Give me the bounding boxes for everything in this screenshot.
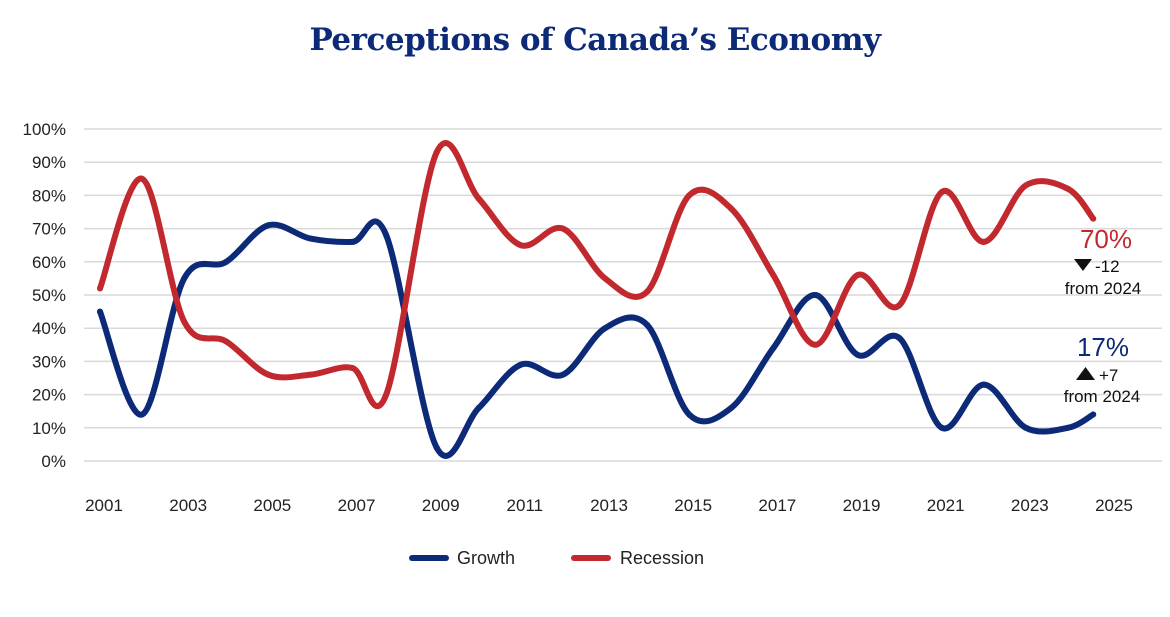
- growth-point: [1022, 424, 1029, 431]
- growth-point: [181, 275, 188, 282]
- recession-point: [602, 275, 608, 282]
- x-tick-label: 2009: [422, 496, 460, 515]
- growth-point: [139, 411, 146, 418]
- recession-point: [433, 149, 440, 156]
- y-tick-label: 90%: [32, 153, 66, 172]
- growth-point: [644, 321, 651, 328]
- growth-point: [728, 404, 735, 411]
- growth-point: [686, 411, 693, 418]
- recession-point: [475, 195, 482, 202]
- recession-point: [517, 242, 524, 249]
- y-tick-label: 0%: [41, 452, 66, 471]
- recession-line: [97, 140, 1097, 409]
- recession-point: [938, 189, 945, 196]
- legend-label-growth: Growth: [457, 548, 515, 568]
- recession-annotation-change: -12: [1095, 257, 1120, 276]
- x-tick-label: 2001: [85, 496, 123, 515]
- growth-point: [307, 235, 314, 242]
- growth-point: [854, 351, 861, 358]
- x-tick-label: 2003: [169, 496, 207, 515]
- recession-point: [97, 285, 103, 292]
- series-lines: [97, 140, 1097, 459]
- growth-point: [980, 381, 987, 388]
- recession-point: [728, 205, 735, 212]
- growth-point: [265, 222, 272, 229]
- x-tick-label: 2005: [253, 496, 291, 515]
- y-tick-label: 30%: [32, 352, 66, 371]
- legend: Growth Recession: [409, 548, 704, 568]
- recession-point: [139, 175, 146, 182]
- growth-point: [812, 292, 819, 298]
- growth-annotation-value: 17%: [1077, 332, 1129, 362]
- up-triangle-icon: [1076, 367, 1095, 380]
- y-tick-label: 20%: [32, 386, 66, 405]
- y-tick-label: 10%: [32, 419, 66, 438]
- y-tick-label: 70%: [32, 220, 66, 239]
- growth-point: [349, 238, 356, 245]
- growth-annotation-note: from 2024: [1064, 387, 1141, 406]
- recession-point: [1090, 215, 1097, 222]
- y-tick-label: 100%: [23, 120, 66, 139]
- x-tick-label: 2021: [927, 496, 965, 515]
- recession-annotation-note: from 2024: [1065, 279, 1142, 298]
- growth-point: [433, 444, 440, 451]
- y-tick-label: 50%: [32, 286, 66, 305]
- growth-point: [383, 232, 390, 239]
- growth-point: [896, 335, 903, 342]
- growth-point: [602, 325, 608, 332]
- growth-point: [223, 258, 230, 265]
- growth-point: [517, 361, 524, 368]
- recession-point: [854, 272, 861, 279]
- growth-point: [97, 308, 103, 315]
- growth-point: [1090, 411, 1097, 418]
- x-tick-label: 2025: [1095, 496, 1133, 515]
- recession-point: [1022, 182, 1029, 189]
- x-tick-label: 2023: [1011, 496, 1049, 515]
- y-tick-label: 40%: [32, 319, 66, 338]
- recession-point: [686, 192, 693, 199]
- recession-point: [644, 288, 651, 295]
- down-triangle-icon: [1074, 259, 1092, 271]
- recession-annotation: 70% -12 from 2024: [1065, 224, 1142, 298]
- recession-annotation-value: 70%: [1080, 224, 1132, 254]
- x-tick-label: 2007: [338, 496, 376, 515]
- growth-point: [938, 424, 945, 431]
- recession-point: [559, 225, 566, 232]
- growth-annotation: 17% +7 from 2024: [1064, 332, 1141, 406]
- recession-point: [265, 371, 272, 378]
- x-tick-label: 2019: [843, 496, 881, 515]
- growth-point: [770, 345, 777, 352]
- recession-point: [896, 301, 903, 308]
- legend-label-recession: Recession: [620, 548, 704, 568]
- recession-point: [812, 341, 819, 348]
- growth-point: [1064, 424, 1071, 431]
- x-tick-label: 2017: [758, 496, 796, 515]
- y-tick-label: 80%: [32, 186, 66, 205]
- recession-point: [349, 365, 356, 372]
- chart-title: Perceptions of Canada’s Economy: [309, 22, 881, 58]
- growth-line: [97, 218, 1097, 459]
- growth-point: [475, 404, 482, 411]
- recession-point: [770, 272, 777, 279]
- recession-point: [307, 371, 314, 378]
- growth-point: [559, 371, 566, 378]
- growth-annotation-change: +7: [1099, 366, 1118, 385]
- recession-point: [181, 318, 188, 325]
- y-tick-label: 60%: [32, 253, 66, 272]
- y-axis-ticks: 0% 10% 20% 30% 40% 50% 60% 70% 80% 90% 100%: [23, 120, 66, 471]
- x-tick-label: 2013: [590, 496, 628, 515]
- x-axis-ticks: 2001 2003 2005 2007 2009 2011 2013 2015 2017 2019…: [85, 496, 1133, 515]
- recession-point: [980, 238, 987, 245]
- recession-point: [1064, 185, 1071, 192]
- x-tick-label: 2015: [674, 496, 712, 515]
- x-tick-label: 2011: [507, 496, 544, 515]
- recession-point: [223, 338, 230, 345]
- recession-point: [383, 391, 390, 398]
